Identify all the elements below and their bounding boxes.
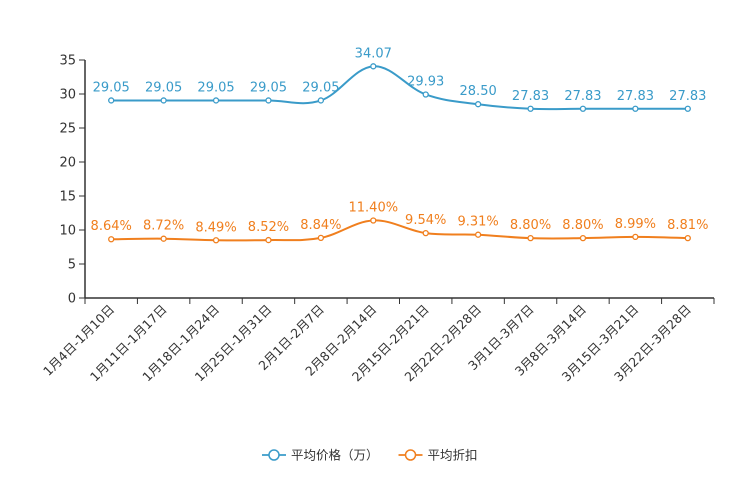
data-label: 29.05 <box>93 80 130 95</box>
data-point <box>265 97 272 104</box>
data-label: 8.80% <box>510 218 551 233</box>
series-layer <box>108 63 691 244</box>
data-point <box>212 97 220 104</box>
data-label: 8.72% <box>143 219 184 234</box>
data-point <box>265 236 272 244</box>
data-label: 8.84% <box>300 218 341 233</box>
data-point <box>684 105 691 112</box>
data-label: 8.81% <box>667 218 708 233</box>
data-label: 28.50 <box>460 84 497 99</box>
legend-label: 平均折扣 <box>428 448 478 463</box>
data-label: 27.83 <box>564 89 601 104</box>
data-point <box>474 231 482 238</box>
data-labels: 29.05 29.05 29.05 29.05 29.05 34.07 29.93 28.50… <box>91 46 709 235</box>
y-tick-label: 20 <box>59 156 76 171</box>
data-label: 8.49% <box>195 220 236 235</box>
data-point <box>684 234 691 242</box>
data-label: 8.99% <box>615 217 656 232</box>
data-point <box>527 105 534 112</box>
data-label: 29.05 <box>302 80 339 95</box>
y-tick-label: 10 <box>59 224 76 239</box>
data-point <box>108 236 115 243</box>
data-label: 29.05 <box>250 80 287 95</box>
y-tick-label: 5 <box>68 258 76 273</box>
y-tick-label: 35 <box>59 54 76 69</box>
y-tick-label: 0 <box>68 292 76 307</box>
data-label: 9.31% <box>457 215 498 230</box>
data-point <box>370 217 377 224</box>
data-label: 8.52% <box>248 220 289 235</box>
data-label: 9.54% <box>405 213 446 228</box>
legend: 平均价格（万） 平均折扣 <box>262 448 478 463</box>
data-point <box>632 233 639 241</box>
legend-marker-icon <box>404 449 417 461</box>
data-point <box>317 97 325 104</box>
y-tick-label: 25 <box>59 122 76 137</box>
data-point <box>579 235 587 242</box>
data-label: 29.05 <box>145 80 182 95</box>
legend-item-2[interactable]: 平均折扣 <box>398 448 478 463</box>
legend-label: 平均价格（万） <box>291 448 379 463</box>
axes: 051015202530351月4日-1月10日1月11日-1月17日1月18日… <box>40 54 715 384</box>
data-label: 29.05 <box>197 80 234 95</box>
data-point <box>474 101 482 108</box>
data-point <box>317 234 325 242</box>
data-point <box>160 97 167 104</box>
data-point <box>632 105 639 112</box>
series-line-2 <box>111 219 688 242</box>
y-tick-label: 15 <box>59 190 76 205</box>
legend-marker-icon <box>268 449 280 461</box>
data-point <box>108 97 115 104</box>
data-point <box>422 91 429 98</box>
legend-item-1[interactable]: 平均价格（万） <box>262 448 379 463</box>
data-label: 27.83 <box>617 89 654 104</box>
data-point <box>527 235 534 242</box>
data-point <box>370 63 377 70</box>
data-point <box>579 105 587 112</box>
data-point <box>212 237 220 244</box>
data-point <box>160 235 167 242</box>
data-label: 34.07 <box>355 46 392 61</box>
y-tick-label: 30 <box>59 88 76 103</box>
data-point <box>422 229 429 237</box>
data-label: 27.83 <box>512 89 549 104</box>
data-label: 8.64% <box>91 219 132 234</box>
data-label: 8.80% <box>562 218 603 233</box>
data-label: 29.93 <box>407 74 444 89</box>
data-label: 27.83 <box>669 89 706 104</box>
data-label: 11.40% <box>349 200 399 215</box>
